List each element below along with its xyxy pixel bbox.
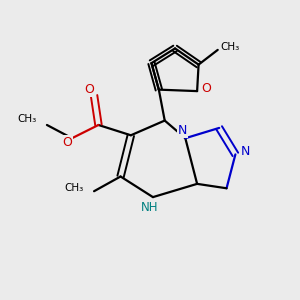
- Text: NH: NH: [141, 201, 159, 214]
- Text: CH₃: CH₃: [17, 114, 37, 124]
- Text: O: O: [85, 83, 94, 96]
- Text: O: O: [201, 82, 211, 95]
- Text: O: O: [63, 136, 73, 149]
- Text: CH₃: CH₃: [64, 183, 84, 193]
- Text: N: N: [241, 145, 250, 158]
- Text: N: N: [178, 124, 187, 137]
- Text: CH₃: CH₃: [221, 42, 240, 52]
